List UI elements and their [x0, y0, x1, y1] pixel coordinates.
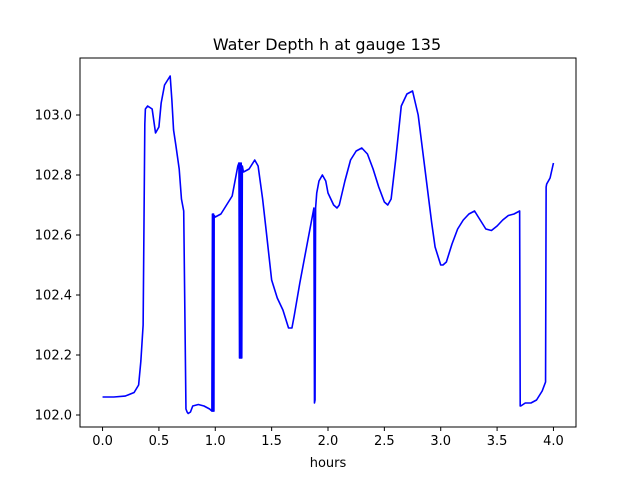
x-tick-label: 0.5	[149, 434, 170, 449]
y-axis: 102.0 102.2 102.4 102.6 102.8 103.0	[35, 109, 80, 424]
y-tick-label: 102.0	[35, 409, 72, 424]
x-tick-label: 3.0	[430, 434, 451, 449]
x-tick-label: 2.5	[374, 434, 395, 449]
x-axis-label: hours	[310, 456, 347, 471]
x-tick-label: 4.0	[543, 434, 564, 449]
plot-frame	[79, 57, 577, 428]
y-tick-label: 102.4	[35, 289, 72, 304]
x-tick-label: 1.0	[205, 434, 226, 449]
x-tick-label: 3.5	[487, 434, 508, 449]
x-tick-label: 2.0	[318, 434, 339, 449]
y-tick-label: 102.2	[35, 349, 72, 364]
x-tick-label: 0.0	[92, 434, 113, 449]
y-tick-label: 103.0	[35, 109, 72, 124]
y-tick-label: 102.8	[35, 169, 72, 184]
series-group	[102, 75, 555, 415]
chart-title: Water Depth h at gauge 135	[213, 35, 441, 54]
x-tick-label: 1.5	[261, 434, 282, 449]
series-line-0	[102, 75, 555, 415]
y-tick-label: 102.6	[35, 229, 72, 244]
x-axis: 0.0 0.5 1.0 1.5 2.0 2.5 3.0 3.5 4.0	[92, 427, 564, 449]
